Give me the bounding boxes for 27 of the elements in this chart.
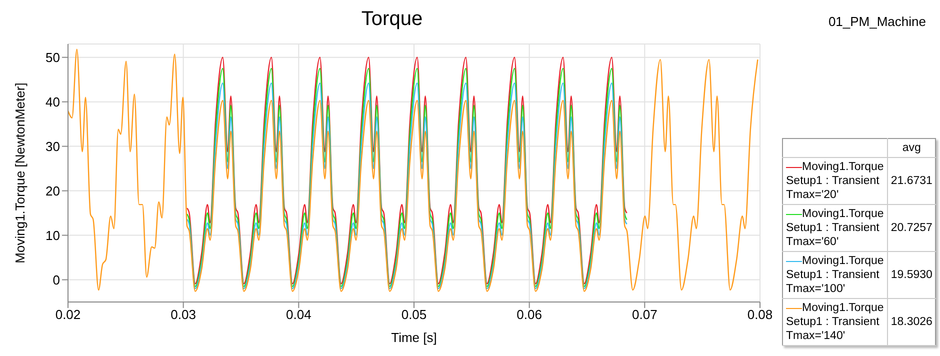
chart-title: Torque [360, 8, 424, 31]
text: 01_PM_Machine [828, 14, 926, 29]
y-tick-label: 20 [46, 183, 60, 198]
y-tick-label: 40 [46, 94, 60, 110]
text: 18.3026 [887, 298, 936, 346]
y-axis-title: Moving1.Torque [NewtonMeter] [12, 82, 28, 264]
line-series [68, 48, 758, 292]
y-tick-label: 0 [52, 272, 60, 288]
legend-title: avg [887, 138, 936, 158]
text: 21.6731 [887, 158, 936, 204]
x-tick-label: 0.06 [516, 307, 542, 322]
text: 19.5930 [887, 252, 936, 298]
x-tick-label: 0.02 [55, 307, 81, 322]
legend-label: Moving1.Torque Setup1 : Transient Tmax='20' [786, 160, 884, 202]
legend-label: Moving1.Torque Setup1 : Transient Tmax='60' [786, 207, 884, 249]
x-tick-label: 0.03 [170, 307, 196, 322]
x-tick-label: 0.04 [286, 307, 312, 322]
y-tick-label: 50 [46, 50, 60, 65]
legend-label: Moving1.Torque Setup1 : Transient Tmax='140' [786, 301, 884, 343]
x-axis-title: Time [s] [391, 330, 437, 345]
text: 20.7257 [887, 204, 936, 252]
x-tick-label: 0.07 [632, 307, 658, 322]
y-tick-label: 30 [46, 138, 60, 154]
y-tick-label: 10 [46, 228, 60, 243]
x-tick-label: 0.08 [747, 307, 773, 322]
legend-label: Moving1.Torque Setup1 : Transient Tmax='100' [786, 254, 884, 296]
x-tick-label: 0.05 [401, 307, 427, 322]
